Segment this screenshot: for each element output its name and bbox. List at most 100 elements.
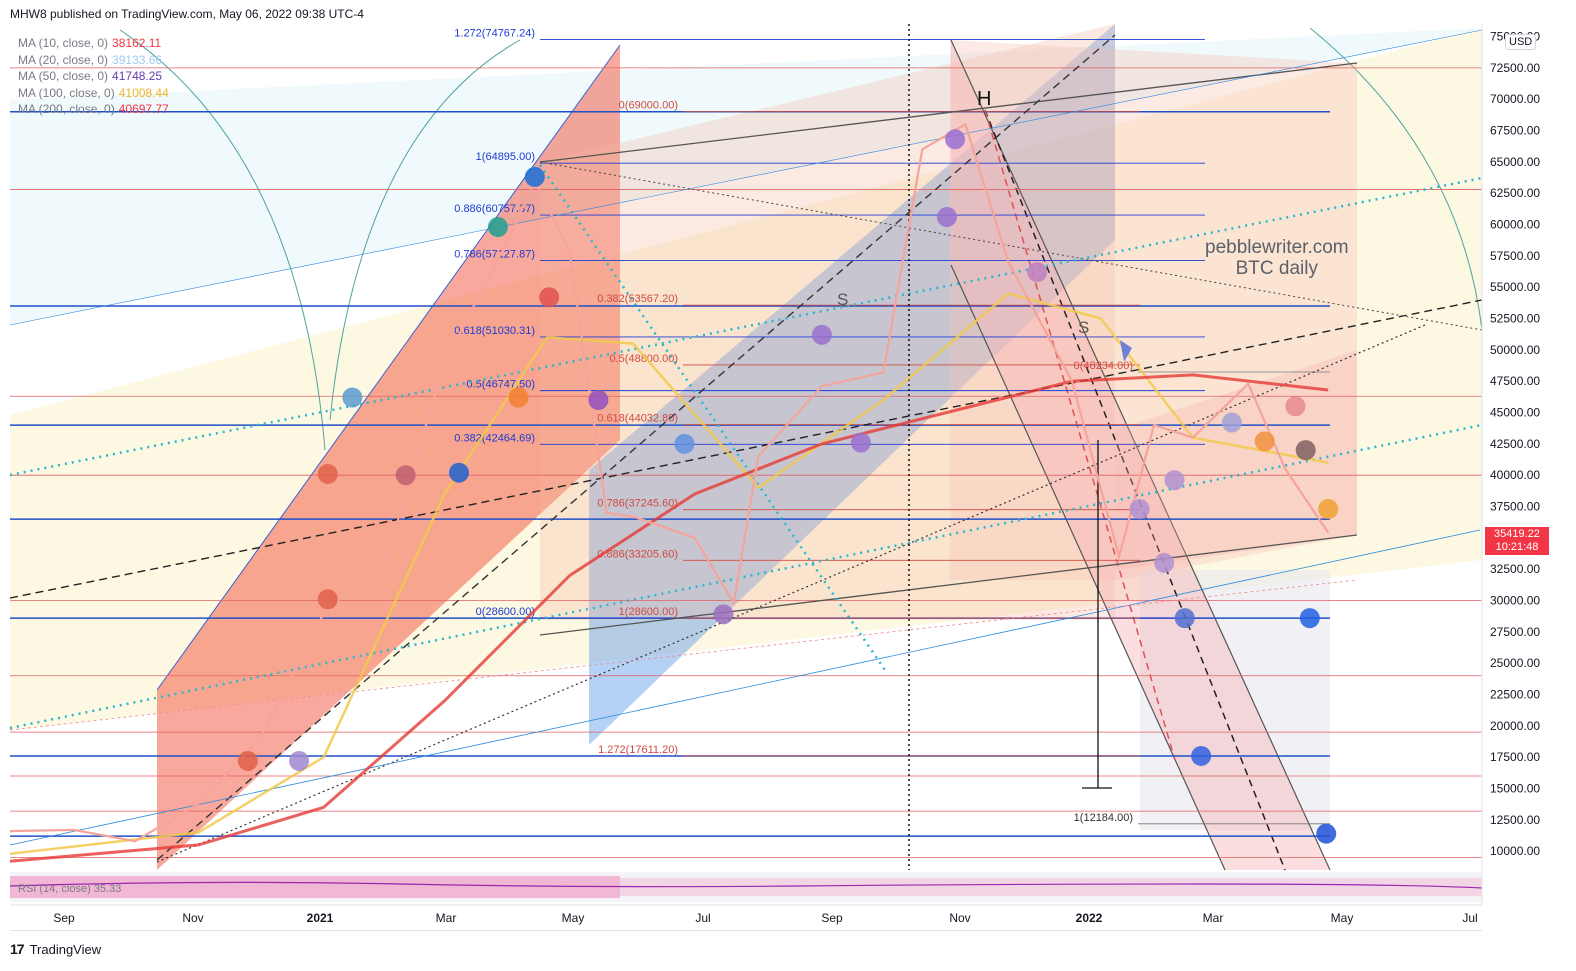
pivot-marker xyxy=(395,465,416,486)
price-tick: 60000.00 xyxy=(1490,218,1540,232)
pivot-marker xyxy=(1174,608,1195,629)
time-tick: Jul xyxy=(1462,911,1477,925)
pivot-marker xyxy=(1221,412,1242,433)
pivot-marker xyxy=(317,463,338,484)
price-tick: 62500.00 xyxy=(1490,186,1540,200)
price-tick: 70000.00 xyxy=(1490,92,1540,106)
legend-ma200[interactable]: MA (200, close, 0) 40697.77 xyxy=(18,102,169,117)
grey-zone xyxy=(1140,570,1330,830)
time-tick: Mar xyxy=(436,911,457,925)
pivot-marker xyxy=(850,432,871,453)
price-tick: 30000.00 xyxy=(1490,594,1540,608)
pivot-marker xyxy=(237,750,258,771)
price-line xyxy=(9,122,1330,843)
shoulder-label: S xyxy=(837,290,848,309)
tradingview-logo-icon: 17 xyxy=(10,941,25,957)
price-tick: 65000.00 xyxy=(1490,155,1540,169)
fib-up-label: 0.618(51030.31) xyxy=(454,325,535,337)
trend-line xyxy=(9,529,1481,846)
fib-down-label: 0.886(33205.60) xyxy=(597,548,678,560)
price-tick: 37500.00 xyxy=(1490,500,1540,514)
fib-up-label: 0.886(60757.37) xyxy=(454,203,535,215)
descending-red-dash xyxy=(984,109,1176,761)
legend-ma10-value: 38162.11 xyxy=(112,36,162,50)
price-tick: 52500.00 xyxy=(1490,312,1540,326)
time-tick: May xyxy=(562,911,585,925)
pivot-marker xyxy=(342,387,363,408)
pivot-marker xyxy=(1129,499,1150,520)
pivot-marker xyxy=(713,604,734,625)
legend-ma20[interactable]: MA (20, close, 0) 39133.66 xyxy=(18,52,163,67)
time-tick: Nov xyxy=(182,911,203,925)
trend-line xyxy=(9,29,1483,326)
bar-countdown: 10:21:48 xyxy=(1495,541,1539,553)
currency-badge[interactable]: USD xyxy=(1505,34,1537,50)
pivot-marker xyxy=(448,462,469,483)
shoulder-label: S xyxy=(1078,318,1089,337)
pivot-marker xyxy=(317,589,338,610)
arc-curve xyxy=(1309,27,1483,331)
legend-ma200-value: 40697.77 xyxy=(118,102,169,117)
pivot-marker xyxy=(1316,823,1337,844)
footer-brand-label: TradingView xyxy=(29,941,102,957)
legend-ma50[interactable]: MA (50, close, 0) 41748.25 xyxy=(18,69,163,84)
trend-line xyxy=(9,299,1483,599)
pivot-marker xyxy=(1285,396,1306,417)
rsi-band xyxy=(620,878,1482,896)
price-tick: 47500.00 xyxy=(1490,374,1540,388)
pivot-marker xyxy=(1299,608,1320,629)
footer-brand[interactable]: 17 TradingView xyxy=(10,941,101,957)
head-label: H xyxy=(977,88,991,110)
ma-legend: MA (10, close, 0) 38162.11 MA (20, close,… xyxy=(18,35,169,118)
trend-line xyxy=(539,62,1358,163)
legend-ma10[interactable]: MA (10, close, 0) 38162.11 xyxy=(18,36,162,50)
pivot-marker xyxy=(936,207,957,228)
pivot-marker xyxy=(588,390,609,410)
price-tick: 15000.00 xyxy=(1490,782,1540,796)
price-tick: 55000.00 xyxy=(1490,280,1540,294)
price-tick: 17500.00 xyxy=(1490,750,1540,764)
arc-curve xyxy=(119,29,326,451)
fib-up-label: 1(64895.00) xyxy=(476,151,535,163)
fib-down-label: 0.382(53567.20) xyxy=(597,293,678,305)
pivot-marker xyxy=(487,217,508,238)
bottom-border xyxy=(10,930,1482,931)
fib-down-label: 0.786(37245.60) xyxy=(597,498,678,510)
last-price-tag: 35419.22 10:21:48 xyxy=(1485,527,1549,555)
fib-up-label: 0(28600.00) xyxy=(476,606,535,618)
pivot-marker xyxy=(1254,431,1275,452)
price-tick: 12500.00 xyxy=(1490,813,1540,827)
fib-up-label: 0.786(57127.87) xyxy=(454,249,535,261)
author-watermark: pebblewriter.com BTC daily xyxy=(1205,237,1349,279)
legend-ma100[interactable]: MA (100, close, 0) 41008.44 xyxy=(18,85,169,100)
pivot-marker xyxy=(508,387,529,408)
watermark-site: pebblewriter.com xyxy=(1205,237,1349,258)
price-tick: 42500.00 xyxy=(1490,437,1540,451)
price-tick: 10000.00 xyxy=(1490,844,1540,858)
fib-down-label: 0(69000.00) xyxy=(619,100,678,112)
fib-down-label: 0.618(44032.80) xyxy=(597,413,678,425)
time-tick: Sep xyxy=(821,911,843,925)
legend-ma50-value: 41748.25 xyxy=(112,69,163,84)
legend-ma100-value: 41008.44 xyxy=(118,85,169,100)
pivot-marker xyxy=(1154,552,1175,573)
fib-down-label: 0.5(48800.00) xyxy=(610,353,679,365)
fib-down-label: 1.272(17611.20) xyxy=(598,744,678,756)
ma200-line xyxy=(9,373,1329,863)
price-tick: 25000.00 xyxy=(1490,656,1540,670)
trend-line xyxy=(539,534,1358,636)
pivot-marker xyxy=(1027,262,1048,283)
time-tick: May xyxy=(1331,911,1354,925)
trend-line xyxy=(156,34,1116,861)
pivot-marker xyxy=(945,129,966,150)
price-tick: 27500.00 xyxy=(1490,625,1540,639)
pivot-marker xyxy=(1295,440,1316,461)
time-tick: Mar xyxy=(1203,911,1224,925)
price-tick: 67500.00 xyxy=(1490,124,1540,138)
publisher-info: MHW8 published on TradingView.com, May 0… xyxy=(10,7,364,21)
price-tick: 22500.00 xyxy=(1490,688,1540,702)
descending-midline xyxy=(984,109,1286,871)
watermark-subtitle: BTC daily xyxy=(1235,258,1318,279)
time-tick: 2022 xyxy=(1076,911,1103,925)
